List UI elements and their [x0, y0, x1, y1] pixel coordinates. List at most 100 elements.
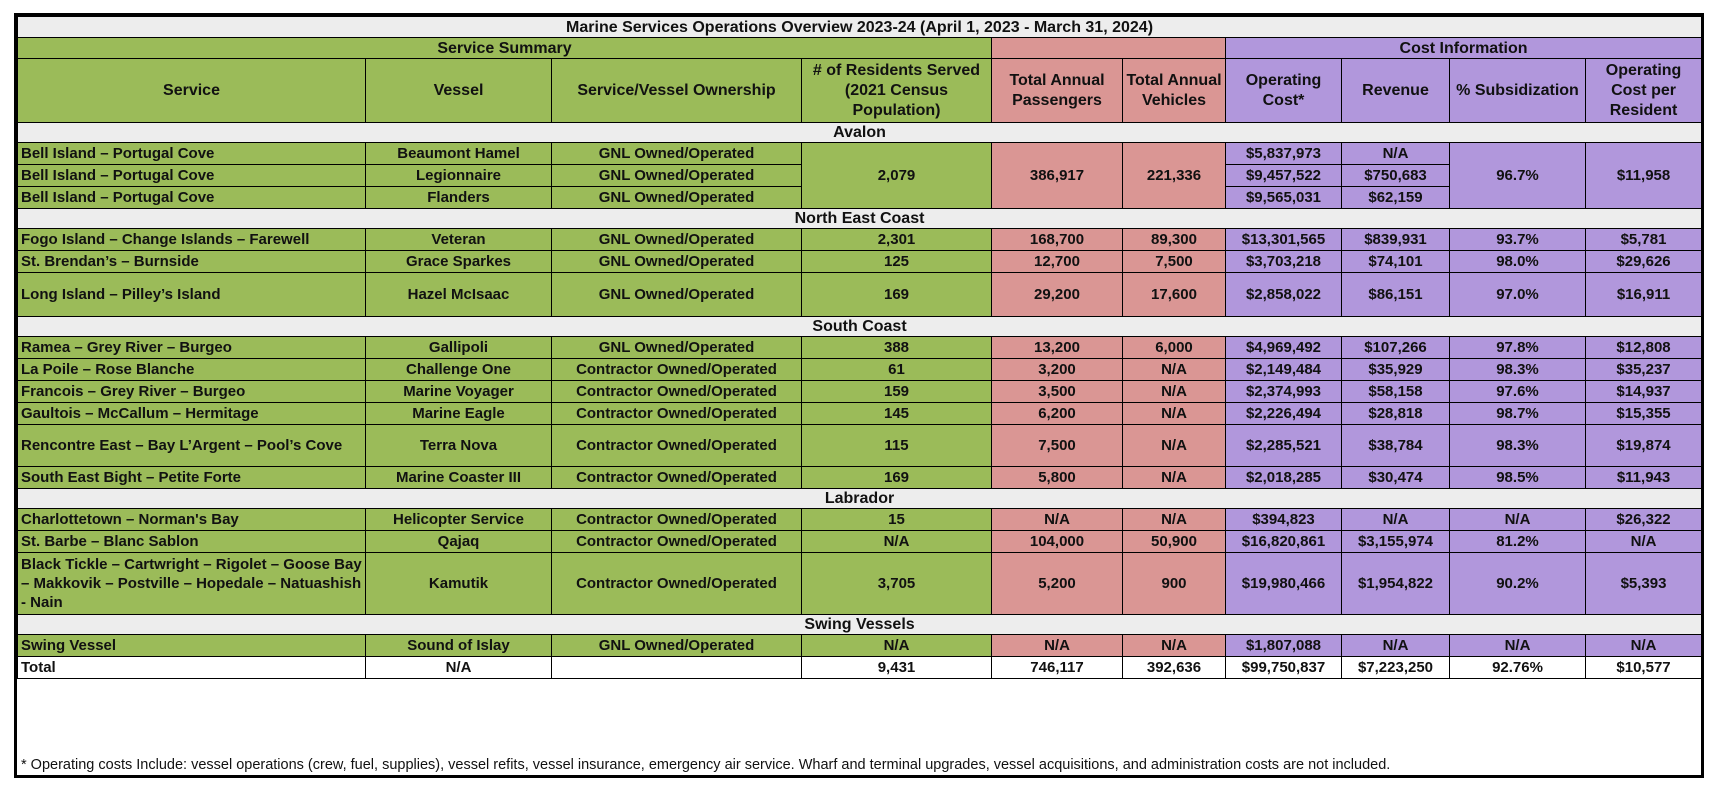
cell-service: Bell Island – Portugal Cove — [17, 164, 366, 187]
cell-passengers: 746,117 — [991, 656, 1123, 679]
col-header-passengers: Total Annual Passengers — [991, 58, 1123, 123]
cell-service: St. Barbe – Blanc Sablon — [17, 530, 366, 553]
cell-vessel: Grace Sparkes — [365, 250, 552, 273]
cell-passengers: 5,200 — [991, 552, 1123, 615]
cell-ownership: Contractor Owned/Operated — [551, 508, 802, 531]
cell-subsidization: 98.3% — [1449, 424, 1586, 467]
cell-subsidization: 97.0% — [1449, 272, 1586, 317]
cell-subsidization: 81.2% — [1449, 530, 1586, 553]
cell-vehicles: 17,600 — [1122, 272, 1226, 317]
col-header-cost-per-resident: Operating Cost per Resident — [1584, 58, 1703, 123]
cell-ownership: Contractor Owned/Operated — [551, 530, 802, 553]
cell-operating-cost: $16,820,861 — [1225, 530, 1342, 553]
cell-residents: 125 — [801, 250, 992, 273]
cell-total-label: Total — [17, 656, 366, 679]
col-header-residents: # of Residents Served (2021 Census Popul… — [801, 58, 992, 123]
cell-subsidization: 90.2% — [1449, 552, 1586, 615]
cell-service: Long Island – Pilley’s Island — [17, 272, 366, 317]
table-row: Black Tickle – Cartwright – Rigolet – Go… — [17, 552, 1703, 615]
cell-vehicles: N/A — [1122, 424, 1226, 467]
cell-residents: 115 — [801, 424, 992, 467]
region-header-south-coast: South Coast — [16, 316, 1703, 337]
cell-revenue: $58,158 — [1341, 380, 1450, 403]
cell-cost-per-resident: $12,808 — [1584, 336, 1703, 359]
cell-vehicles: N/A — [1122, 634, 1226, 657]
cell-cost-per-resident: $5,781 — [1584, 228, 1703, 251]
cell-ownership: GNL Owned/Operated — [551, 142, 802, 165]
cell-residents: 145 — [801, 402, 992, 425]
cell-operating-cost: $2,858,022 — [1225, 272, 1342, 317]
cell-service: La Poile – Rose Blanche — [17, 358, 366, 381]
cell-ownership: GNL Owned/Operated — [551, 228, 802, 251]
cell-cost-per-resident: $11,943 — [1584, 466, 1703, 489]
cell-operating-cost: $3,703,218 — [1225, 250, 1342, 273]
table-row: St. Brendan’s – Burnside Grace Sparkes G… — [17, 250, 1703, 273]
cell-service: Bell Island – Portugal Cove — [17, 186, 366, 209]
cell-residents: 169 — [801, 272, 992, 317]
cell-vessel: Marine Coaster III — [365, 466, 552, 489]
cell-passengers: 104,000 — [991, 530, 1123, 553]
table-row: Gaultois – McCallum – Hermitage Marine E… — [17, 402, 1703, 425]
cell-subsidization: 97.8% — [1449, 336, 1586, 359]
table-row: Francois – Grey River – Burgeo Marine Vo… — [17, 380, 1703, 403]
cell-passengers: 5,800 — [991, 466, 1123, 489]
cell-revenue: $107,266 — [1341, 336, 1450, 359]
cell-subsidization: 98.5% — [1449, 466, 1586, 489]
col-header-subsidization: % Subsidization — [1449, 58, 1586, 123]
cell-residents: 15 — [801, 508, 992, 531]
col-header-operating-cost: Operating Cost* — [1225, 58, 1342, 123]
group-cost-information: Cost Information — [1224, 37, 1703, 59]
cell-cost-per-resident: N/A — [1584, 530, 1703, 553]
cell-residents: N/A — [801, 530, 992, 553]
col-header-revenue: Revenue — [1341, 58, 1450, 123]
cell-passengers: N/A — [991, 634, 1123, 657]
cell-ownership: Contractor Owned/Operated — [551, 402, 802, 425]
cell-ownership: GNL Owned/Operated — [551, 164, 802, 187]
cell-service: Bell Island – Portugal Cove — [17, 142, 366, 165]
cell-vessel: Sound of Islay — [365, 634, 552, 657]
cell-residents: N/A — [801, 634, 992, 657]
cell-operating-cost: $394,823 — [1225, 508, 1342, 531]
cell-operating-cost: $2,018,285 — [1225, 466, 1342, 489]
cell-residents: 2,301 — [801, 228, 992, 251]
cell-ownership: GNL Owned/Operated — [551, 634, 802, 657]
cell-revenue: $7,223,250 — [1341, 656, 1450, 679]
spreadsheet: Marine Services Operations Overview 2023… — [14, 13, 1704, 778]
cell-vessel: Veteran — [365, 228, 552, 251]
cell-revenue: N/A — [1341, 634, 1450, 657]
cell-vehicles: N/A — [1122, 508, 1226, 531]
cell-service: Ramea – Grey River – Burgeo — [17, 336, 366, 359]
cell-passengers: N/A — [991, 508, 1123, 531]
cell-cost-per-resident: $15,355 — [1584, 402, 1703, 425]
cell-vehicles: 89,300 — [1122, 228, 1226, 251]
total-row: Total N/A 9,431 746,117 392,636 $99,750,… — [17, 656, 1703, 679]
cell-passengers: 3,500 — [991, 380, 1123, 403]
cell-passengers: 168,700 — [991, 228, 1123, 251]
cell-ownership: GNL Owned/Operated — [551, 186, 802, 209]
region-header-avalon: Avalon — [16, 122, 1703, 143]
cell-operating-cost: $5,837,973 — [1225, 142, 1342, 165]
cell-vehicles: N/A — [1122, 466, 1226, 489]
table-row: Charlottetown – Norman's Bay Helicopter … — [17, 508, 1703, 531]
cell-vessel: Hazel McIsaac — [365, 272, 552, 317]
cell-vehicles: 7,500 — [1122, 250, 1226, 273]
table-row: Rencontre East – Bay L’Argent – Pool’s C… — [17, 424, 1703, 467]
cell-vessel: Qajaq — [365, 530, 552, 553]
cell-passengers: 29,200 — [991, 272, 1123, 317]
cell-cost-per-resident: $11,958 — [1584, 142, 1703, 209]
cell-cost-per-resident: $35,237 — [1584, 358, 1703, 381]
cell-subsidization: N/A — [1449, 508, 1586, 531]
group-spacer — [991, 37, 1226, 59]
cell-revenue: $1,954,822 — [1341, 552, 1450, 615]
table-row: Bell Island – Portugal Cove Beaumont Ham… — [17, 142, 1703, 209]
cell-operating-cost: $9,565,031 — [1225, 186, 1342, 209]
table-title: Marine Services Operations Overview 2023… — [16, 16, 1703, 38]
table-row: Bell Island – Portugal Cove Legionnaire … — [17, 164, 1702, 187]
cell-revenue: $839,931 — [1341, 228, 1450, 251]
cell-subsidization: 93.7% — [1449, 228, 1586, 251]
cell-operating-cost: $9,457,522 — [1225, 164, 1342, 187]
cell-service: St. Brendan’s – Burnside — [17, 250, 366, 273]
cell-ownership: Contractor Owned/Operated — [551, 424, 802, 467]
cell-service: Black Tickle – Cartwright – Rigolet – Go… — [17, 552, 366, 615]
cell-vessel: Gallipoli — [365, 336, 552, 359]
